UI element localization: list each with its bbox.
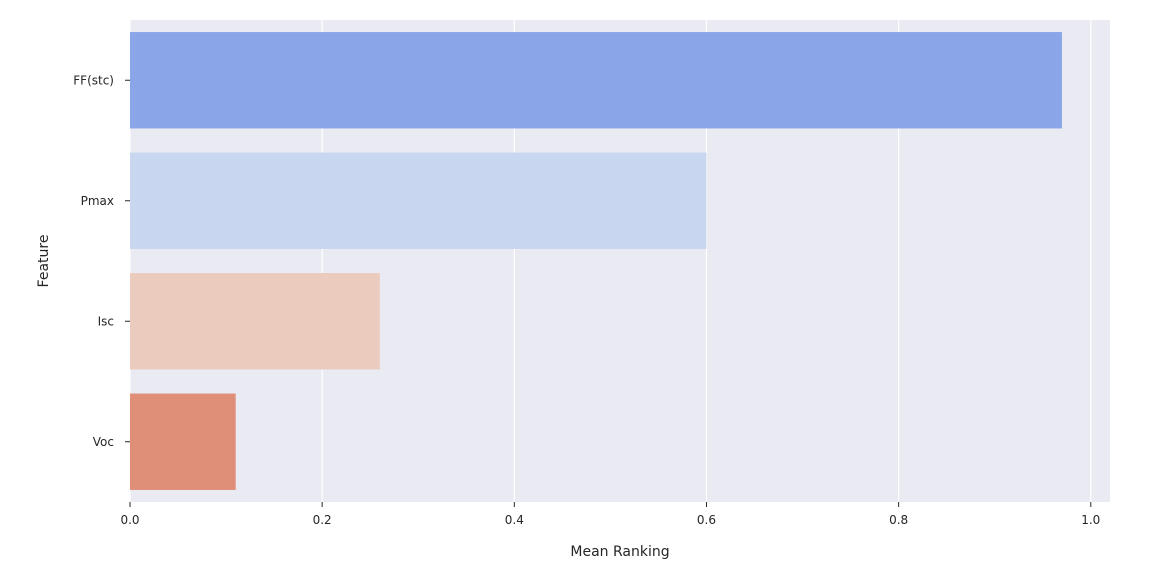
x-axis-label: Mean Ranking — [570, 544, 669, 560]
x-tick-label: 0.2 — [313, 513, 332, 527]
bars — [130, 32, 1062, 490]
y-tick-label: Voc — [93, 435, 114, 449]
x-tick-label: 1.0 — [1081, 513, 1100, 527]
x-tick-label: 0.6 — [697, 513, 716, 527]
bar-ff-stc — [130, 32, 1062, 129]
y-tick-label: FF(stc) — [73, 73, 114, 87]
x-ticks: 0.0 0.2 0.4 0.6 0.8 1.0 — [120, 502, 1100, 527]
bar-voc — [130, 393, 236, 490]
bar-isc — [130, 273, 380, 370]
y-ticks: FF(stc) Pmax Isc Voc — [73, 73, 130, 449]
bar-pmax — [130, 152, 707, 249]
x-tick-label: 0.8 — [889, 513, 908, 527]
x-tick-label: 0.4 — [505, 513, 524, 527]
y-axis-label: Feature — [36, 235, 52, 288]
y-tick-label: Isc — [98, 314, 114, 328]
y-tick-label: Pmax — [81, 194, 114, 208]
x-tick-label: 0.0 — [120, 513, 139, 527]
